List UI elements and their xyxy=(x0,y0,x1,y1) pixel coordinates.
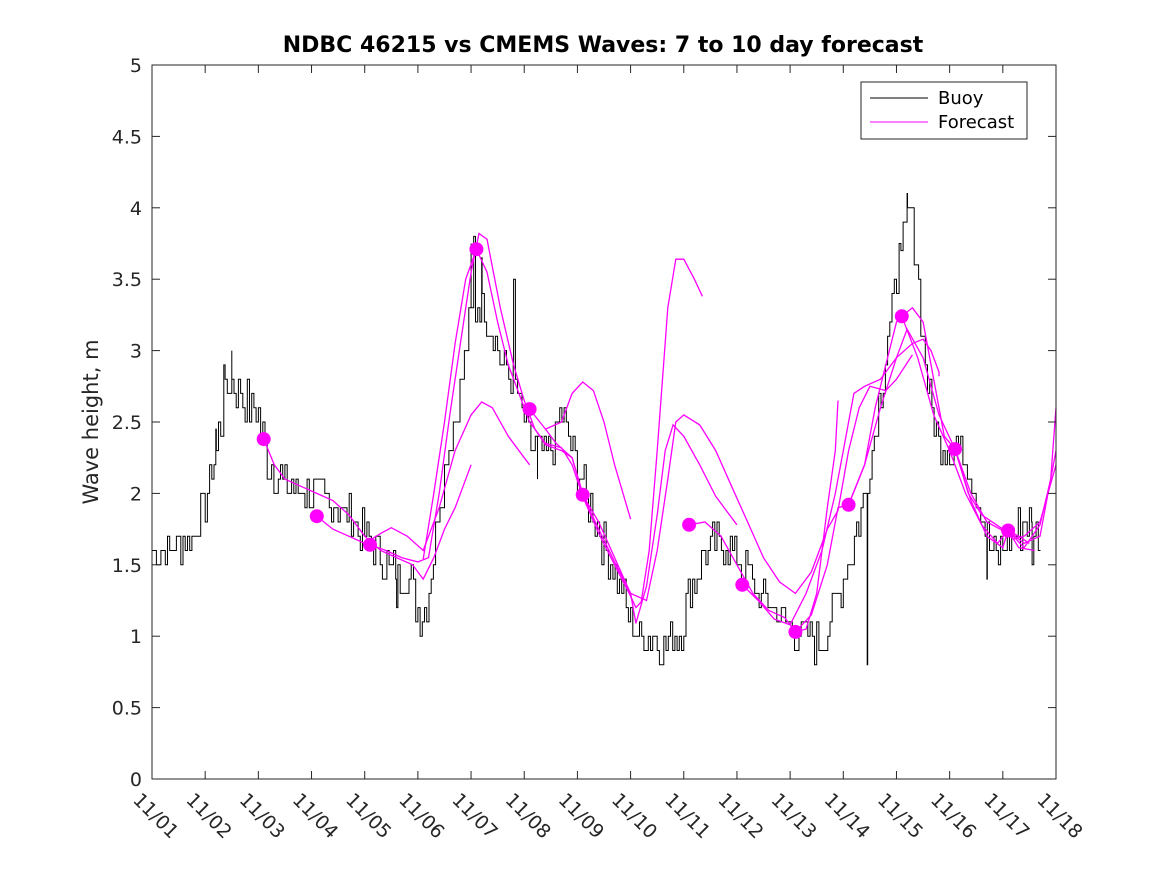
forecast-line xyxy=(422,247,703,609)
forecast-line xyxy=(582,354,913,602)
forecast-start-marker xyxy=(469,242,484,257)
forecast-line xyxy=(316,401,531,552)
legend: Buoy Forecast xyxy=(860,81,1028,140)
forecast-start-marker xyxy=(841,497,856,512)
y-tick-label: 4.5 xyxy=(112,126,142,148)
forecast-start-marker xyxy=(1001,523,1016,538)
forecast-line xyxy=(369,232,584,563)
forecast-line xyxy=(529,408,738,624)
forecast-start-marker xyxy=(788,624,803,639)
forecast-line xyxy=(688,306,1057,633)
y-tick-label: 0.5 xyxy=(112,698,142,720)
forecast-start-marker xyxy=(948,442,962,457)
forecast-start-marker xyxy=(256,432,271,447)
y-tick-label: 1.5 xyxy=(112,555,142,577)
forecast-line xyxy=(901,316,1057,549)
y-axis-label: Wave height, m xyxy=(79,339,103,504)
y-tick-label: 3 xyxy=(130,341,142,363)
forecast-start-marker xyxy=(735,577,750,592)
forecast-line xyxy=(741,338,940,626)
chart-title: NDBC 46215 vs CMEMS Waves: 7 to 10 day f… xyxy=(283,33,924,58)
forecast-start-marker xyxy=(682,517,697,532)
y-tick-label: 0 xyxy=(130,769,142,791)
forecast-start-marker xyxy=(894,309,909,324)
forecast-start-marker xyxy=(363,537,377,552)
forecast-line xyxy=(954,448,1035,552)
y-tick-label: 3.5 xyxy=(112,269,142,291)
forecast-line xyxy=(795,400,839,633)
forecast-start-marker xyxy=(522,402,537,417)
legend-box xyxy=(860,81,1028,140)
forecast-line xyxy=(545,381,632,520)
y-tick-label: 4 xyxy=(130,198,142,220)
forecast-series-group xyxy=(256,232,1057,639)
legend-buoy-label: Buoy xyxy=(938,88,984,109)
y-tick-label: 5 xyxy=(130,55,142,77)
y-tick-label: 2 xyxy=(130,483,142,505)
y-tick-label: 2.5 xyxy=(112,412,142,434)
forecast-start-marker xyxy=(575,487,590,502)
forecast-start-marker xyxy=(309,509,324,524)
legend-forecast-label: Forecast xyxy=(938,112,1014,133)
y-tick-label: 1 xyxy=(130,626,142,648)
